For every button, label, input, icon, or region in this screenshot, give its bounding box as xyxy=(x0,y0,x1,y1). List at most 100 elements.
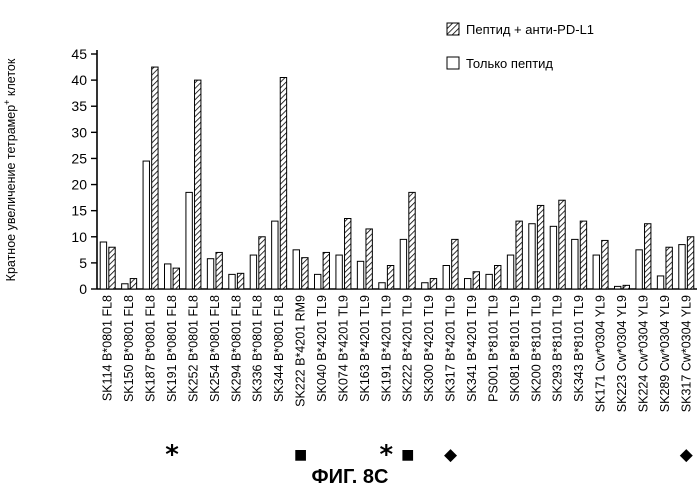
x-tick-label: SK289 Cw*0304 YL9 xyxy=(658,295,672,412)
asterisk-marker: * xyxy=(165,440,179,470)
x-tick-label: SK171 Cw*0304 YL9 xyxy=(594,295,608,412)
bar-peptide-only xyxy=(614,285,622,290)
diamond-marker: ◆ xyxy=(680,445,694,465)
y-tick-label: 35 xyxy=(71,98,87,114)
category-markers: * ■ * ■ ◆ ◆ xyxy=(165,440,694,470)
diamond-marker: ◆ xyxy=(444,445,458,465)
bar-peptide-only xyxy=(656,275,665,290)
y-axis-title-suffix: клеток xyxy=(4,58,18,99)
bar-peptide-only xyxy=(506,254,515,290)
bar-peptide-anti-pdl1 xyxy=(386,265,395,290)
bar-peptide-only xyxy=(442,265,450,290)
x-tick-label: SK074 B*4201 TL9 xyxy=(336,295,350,402)
bar-peptide-anti-pdl1 xyxy=(108,246,116,290)
x-tick-label: SK191 B*4201 TL9 xyxy=(379,295,393,402)
x-tick-label: PS001 B*8101 TL9 xyxy=(486,295,500,402)
bar-peptide-anti-pdl1 xyxy=(644,223,652,290)
x-tick-label: SK252 B*0801 FL8 xyxy=(186,295,200,402)
bar-peptide-only xyxy=(335,254,343,290)
x-tick-label: SK114 B*0801 FL8 xyxy=(101,295,115,401)
bar-peptide-anti-pdl1 xyxy=(665,246,673,290)
x-tick-label: SK317 B*4201 TL9 xyxy=(444,295,458,402)
x-tick-label: SK200 B*8101 TL9 xyxy=(529,295,543,402)
bar-peptide-only xyxy=(185,191,193,290)
x-tick-label: SK222 B*4201 RM9 xyxy=(294,295,308,407)
bar-peptide-only xyxy=(378,282,386,290)
legend-swatch-hatched xyxy=(446,22,460,36)
figure-caption: ФИГ. 8С xyxy=(312,466,389,488)
bar-peptide-only xyxy=(228,273,236,290)
y-tick-label: 40 xyxy=(71,72,87,88)
square-marker: ■ xyxy=(401,447,414,463)
bar-peptide-only xyxy=(485,273,493,290)
x-tick-label: SK150 B*0801 FL8 xyxy=(122,295,136,402)
x-tick-label: SK223 Cw*0304 YL9 xyxy=(615,295,629,412)
bar-peptide-only xyxy=(549,225,558,290)
y-axis-title: Кратное увеличение тетрамер+ клеток xyxy=(2,58,18,281)
bar-peptide-anti-pdl1 xyxy=(536,204,545,290)
x-tick-label: SK341 B*4201 TL9 xyxy=(465,295,479,402)
bar-peptide-anti-pdl1 xyxy=(451,238,459,290)
bar-peptide-anti-pdl1 xyxy=(558,199,566,290)
bar-peptide-anti-pdl1 xyxy=(129,278,138,290)
asterisk-marker: * xyxy=(379,440,393,470)
y-tick-label: 20 xyxy=(71,177,87,193)
x-tick-label: SK040 B*4201 TL9 xyxy=(315,295,329,402)
bar-peptide-only xyxy=(528,223,536,290)
x-tick-label: SK081 B*8101 TL9 xyxy=(508,295,522,402)
x-tick-label: SK254 B*0801 FL8 xyxy=(208,295,222,402)
bar-peptide-anti-pdl1 xyxy=(301,257,309,290)
bar-peptide-anti-pdl1 xyxy=(172,267,181,290)
bar-peptide-anti-pdl1 xyxy=(365,228,373,290)
bars xyxy=(99,66,695,290)
bar-peptide-anti-pdl1 xyxy=(258,236,266,290)
y-axis-title-main: Кратное увеличение тетрамер xyxy=(4,105,18,282)
bar-peptide-anti-pdl1 xyxy=(194,79,202,290)
bar-peptide-anti-pdl1 xyxy=(686,236,695,290)
bar-peptide-only xyxy=(121,283,129,290)
bar-peptide-only xyxy=(142,160,150,290)
x-tick-label: SK187 B*0801 FL8 xyxy=(144,295,158,402)
legend-label-hatched: Пептид + анти-PD-L1 xyxy=(466,22,594,37)
x-tick-label: SK163 B*4201 TL9 xyxy=(358,295,372,402)
square-marker: ■ xyxy=(294,447,307,463)
x-tick-label: SK336 B*0801 FL8 xyxy=(251,295,265,402)
bar-peptide-anti-pdl1 xyxy=(236,272,245,290)
x-tick-label: SK293 B*8101 TL9 xyxy=(551,295,565,402)
bar-peptide-anti-pdl1 xyxy=(515,220,523,290)
bar-peptide-anti-pdl1 xyxy=(344,218,352,290)
bar-peptide-only xyxy=(271,220,279,290)
bar-peptide-anti-pdl1 xyxy=(151,66,159,290)
legend-label-open: Только пептид xyxy=(466,56,553,71)
bar-peptide-only xyxy=(206,258,215,290)
bar-peptide-only xyxy=(464,278,472,290)
y-tick-label: 10 xyxy=(71,229,87,245)
bar-peptide-only xyxy=(249,254,258,290)
bar-peptide-only xyxy=(164,263,172,290)
bar-peptide-only xyxy=(292,249,300,290)
x-tick-label: SK343 B*8101 TL9 xyxy=(572,295,586,402)
x-tick-label: SK222 B*4201 TL9 xyxy=(401,295,415,402)
y-axis-title-superscript: + xyxy=(2,100,12,105)
bar-peptide-anti-pdl1 xyxy=(279,77,288,290)
bar-peptide-only xyxy=(356,260,365,290)
y-tick-label: 25 xyxy=(71,150,87,166)
y-tick-label: 15 xyxy=(71,203,87,219)
bar-peptide-only xyxy=(678,244,686,290)
bar-peptide-anti-pdl1 xyxy=(322,251,331,290)
bar-peptide-only xyxy=(99,241,108,290)
bar-peptide-only xyxy=(399,238,408,290)
bar-peptide-only xyxy=(571,238,579,290)
x-tick-label: SK300 B*4201 TL9 xyxy=(422,295,436,402)
bar-peptide-anti-pdl1 xyxy=(622,284,630,290)
bar-peptide-anti-pdl1 xyxy=(472,271,481,290)
bar-peptide-anti-pdl1 xyxy=(429,278,438,290)
bar-peptide-anti-pdl1 xyxy=(408,191,416,290)
bar-peptide-only xyxy=(592,254,600,290)
bar-peptide-only xyxy=(421,282,429,290)
y-tick-label: 30 xyxy=(71,124,87,140)
x-tick-label: SK224 Cw*0304 YL9 xyxy=(636,295,650,412)
x-tick-label: SK191 B*0801 FL8 xyxy=(165,295,179,402)
bar-peptide-anti-pdl1 xyxy=(579,220,588,290)
